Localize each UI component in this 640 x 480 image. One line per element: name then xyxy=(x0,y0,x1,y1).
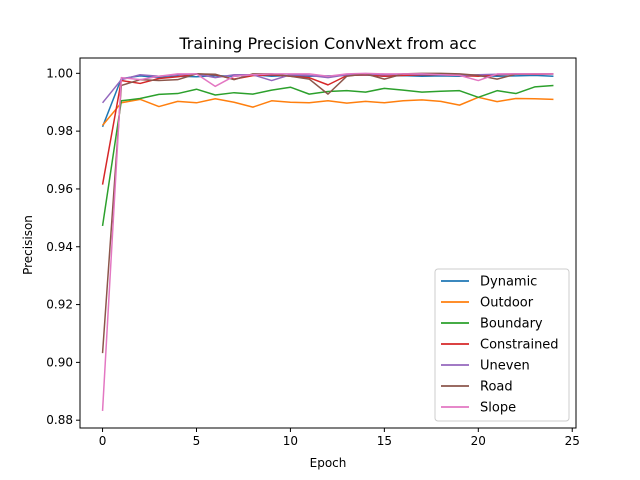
x-tick-label: 15 xyxy=(377,434,392,448)
legend-label-boundary: Boundary xyxy=(480,317,543,332)
y-tick-label: 0.98 xyxy=(46,124,73,138)
legend-label-constrained: Constrained xyxy=(480,338,559,353)
y-axis-label: Precisison xyxy=(21,215,35,275)
y-tick-label: 0.92 xyxy=(46,298,73,312)
axes-frame xyxy=(79,57,577,429)
x-tick-label: 25 xyxy=(565,434,580,448)
series-line-road xyxy=(101,72,554,354)
legend: Dynamic Outdoor Boundary Constrained Uneven R… xyxy=(434,268,570,422)
x-axis: 0 5 10 15 20 25 xyxy=(99,428,580,448)
legend-label-slope: Slope xyxy=(480,401,516,416)
chart-title: Training Precision ConvNext from acc xyxy=(178,34,476,53)
series-line-slope xyxy=(101,72,554,411)
legend-label-dynamic: Dynamic xyxy=(480,275,537,290)
legend-box xyxy=(434,268,570,422)
legend-label-outdoor: Outdoor xyxy=(480,296,534,311)
series-line-boundary xyxy=(101,84,554,227)
x-tick-label: 20 xyxy=(471,434,486,448)
y-axis: 0.88 0.90 0.92 0.94 0.96 0.98 1.00 xyxy=(46,66,80,427)
x-tick-label: 10 xyxy=(283,434,298,448)
y-tick-label: 0.88 xyxy=(46,413,73,427)
y-tick-label: 0.96 xyxy=(46,182,73,196)
y-tick-label: 1.00 xyxy=(46,66,73,80)
series-line-constrained xyxy=(101,73,554,185)
legend-label-road: Road xyxy=(480,380,513,395)
y-tick-label: 0.94 xyxy=(46,240,73,254)
x-axis-label: Epoch xyxy=(310,456,347,470)
x-tick-label: 5 xyxy=(193,434,201,448)
plot-area xyxy=(101,72,554,411)
legend-label-uneven: Uneven xyxy=(480,359,530,374)
y-tick-label: 0.90 xyxy=(46,355,73,369)
x-tick-label: 0 xyxy=(99,434,107,448)
